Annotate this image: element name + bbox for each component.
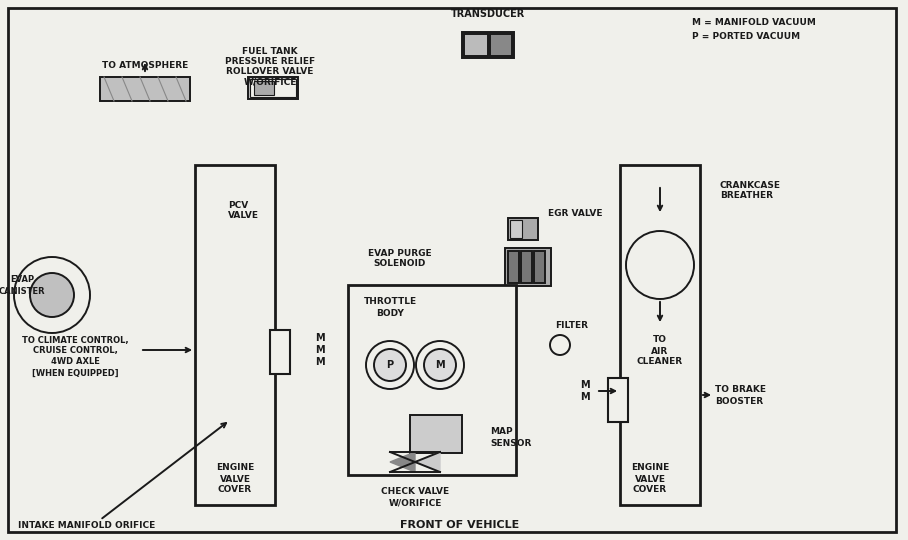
Text: EGR VALVE: EGR VALVE: [548, 210, 603, 219]
Text: W/ORIFICE: W/ORIFICE: [389, 498, 441, 508]
Bar: [505, 248, 551, 286]
Bar: [250, 79, 296, 97]
Text: BODY: BODY: [376, 308, 404, 318]
Text: AIR: AIR: [651, 347, 668, 355]
Circle shape: [416, 341, 464, 389]
Text: TRANSDUCER: TRANSDUCER: [451, 9, 525, 19]
Text: TO CLIMATE CONTROL,: TO CLIMATE CONTROL,: [22, 335, 128, 345]
Bar: [534, 251, 545, 283]
Text: M = MANIFOLD VACUUM: M = MANIFOLD VACUUM: [692, 18, 816, 27]
Text: VALVE: VALVE: [220, 475, 251, 483]
Text: TO: TO: [653, 335, 667, 345]
Bar: [508, 251, 519, 283]
Bar: [100, 77, 190, 101]
Text: CRANKCASE: CRANKCASE: [720, 180, 781, 190]
Circle shape: [212, 247, 228, 263]
Text: VALVE: VALVE: [228, 211, 259, 219]
Text: FRONT OF VEHICLE: FRONT OF VEHICLE: [400, 520, 519, 530]
Text: SENSOR: SENSOR: [490, 438, 531, 448]
Text: M: M: [580, 392, 589, 402]
Bar: [521, 251, 532, 283]
Text: FUEL TANK: FUEL TANK: [242, 48, 298, 57]
Bar: [254, 81, 274, 95]
Text: INTAKE MANIFOLD ORIFICE: INTAKE MANIFOLD ORIFICE: [18, 521, 155, 530]
Text: CLEANER: CLEANER: [637, 357, 683, 367]
Bar: [248, 77, 298, 99]
Bar: [508, 218, 538, 240]
Text: PRESSURE RELIEF: PRESSURE RELIEF: [225, 57, 315, 66]
Text: COVER: COVER: [218, 485, 252, 495]
Bar: [462, 32, 514, 58]
Bar: [608, 378, 628, 422]
Circle shape: [205, 240, 235, 270]
Text: 4WD AXLE: 4WD AXLE: [51, 357, 100, 367]
Circle shape: [626, 231, 694, 299]
Text: M: M: [315, 357, 325, 367]
Bar: [490, 34, 512, 56]
Text: ENGINE: ENGINE: [631, 463, 669, 472]
Text: PCV: PCV: [228, 200, 248, 210]
Polygon shape: [390, 452, 415, 472]
Text: EVAP: EVAP: [10, 275, 35, 285]
Circle shape: [30, 273, 74, 317]
Text: COVER: COVER: [633, 485, 667, 495]
Bar: [410, 415, 462, 453]
Circle shape: [14, 257, 90, 333]
Circle shape: [374, 349, 406, 381]
Text: CHECK VALVE: CHECK VALVE: [381, 488, 449, 496]
Polygon shape: [415, 452, 440, 472]
Circle shape: [424, 349, 456, 381]
Text: FILTER: FILTER: [556, 321, 588, 329]
Text: SOLENOID: SOLENOID: [374, 260, 426, 268]
Text: M: M: [580, 380, 589, 390]
Text: ROLLOVER VALVE: ROLLOVER VALVE: [226, 68, 313, 77]
Text: [WHEN EQUIPPED]: [WHEN EQUIPPED]: [32, 368, 118, 377]
Text: M: M: [315, 345, 325, 355]
Bar: [270, 330, 290, 374]
Text: ENGINE: ENGINE: [216, 463, 254, 472]
Text: TO BRAKE: TO BRAKE: [715, 386, 766, 395]
Text: MAP: MAP: [490, 428, 513, 436]
Bar: [620, 165, 700, 505]
Text: P = PORTED VACUUM: P = PORTED VACUUM: [692, 32, 800, 41]
Text: M: M: [435, 360, 445, 370]
Text: CRUISE CONTROL,: CRUISE CONTROL,: [33, 347, 117, 355]
Text: M: M: [315, 333, 325, 343]
Text: VALVE: VALVE: [635, 475, 666, 483]
Bar: [510, 220, 522, 238]
Text: CANISTER: CANISTER: [0, 287, 45, 296]
Circle shape: [366, 341, 414, 389]
Bar: [195, 165, 275, 505]
Text: W/ORIFICE: W/ORIFICE: [243, 78, 297, 86]
Text: P: P: [387, 360, 393, 370]
Text: EVAP PURGE: EVAP PURGE: [368, 248, 432, 258]
Text: TO ATMOSPHERE: TO ATMOSPHERE: [102, 60, 188, 70]
Circle shape: [550, 335, 570, 355]
Bar: [464, 34, 488, 56]
Text: THROTTLE: THROTTLE: [363, 298, 417, 307]
Text: BOOSTER: BOOSTER: [715, 396, 763, 406]
Text: BREATHER: BREATHER: [720, 192, 773, 200]
Bar: [348, 285, 516, 475]
